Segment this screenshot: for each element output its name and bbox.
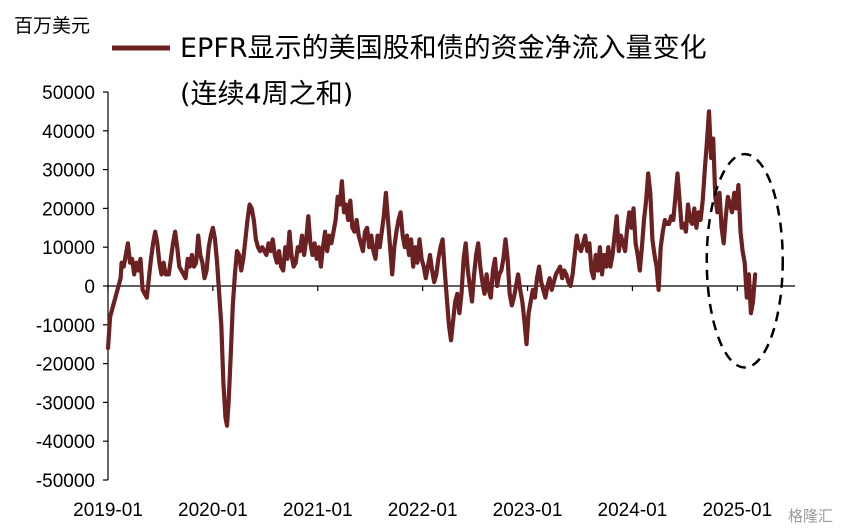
x-axis: 2019-01 2020-01 2021-01 2022-01 2023-01 2024-… xyxy=(73,285,795,521)
y-tick-label: 30000 xyxy=(42,161,95,182)
x-tick-label: 2025-01 xyxy=(702,500,772,521)
x-tick-label: 2021-01 xyxy=(283,500,353,521)
y-tick-label: -30000 xyxy=(36,393,95,414)
y-tick-label: 20000 xyxy=(42,199,95,220)
y-tick-label: 50000 xyxy=(42,83,95,104)
x-tick-label: 2022-01 xyxy=(388,500,458,521)
y-tick-label: -20000 xyxy=(36,355,95,376)
y-tick-label: 10000 xyxy=(42,238,95,259)
x-tick-label: 2020-01 xyxy=(178,500,248,521)
series-group xyxy=(105,109,758,428)
x-tick-label: 2019-01 xyxy=(73,500,143,521)
legend-label: EPFR显示的美国股和债的资金净流入量变化 xyxy=(180,33,707,64)
y-tick-label: -10000 xyxy=(36,316,95,337)
series-line xyxy=(105,109,758,428)
highlight-ellipse xyxy=(705,152,785,369)
legend-label-sub: (连续4周之和) xyxy=(180,79,353,110)
watermark: 格隆汇 xyxy=(788,507,833,525)
x-tick-label: 2024-01 xyxy=(598,500,668,521)
highlight-group xyxy=(705,152,785,369)
unit-label: 百万美元 xyxy=(14,15,90,37)
y-tick-label: -40000 xyxy=(36,432,95,453)
legend: EPFR显示的美国股和债的资金净流入量变化 (连续4周之和) xyxy=(112,33,707,110)
y-tick-label: -50000 xyxy=(36,471,95,492)
x-tick-label: 2023-01 xyxy=(493,500,563,521)
y-axis: 50000 40000 30000 20000 10000 0 -10000 -20000 -3… xyxy=(36,83,109,492)
y-tick-label: 0 xyxy=(84,277,95,298)
y-tick-label: 40000 xyxy=(42,122,95,143)
